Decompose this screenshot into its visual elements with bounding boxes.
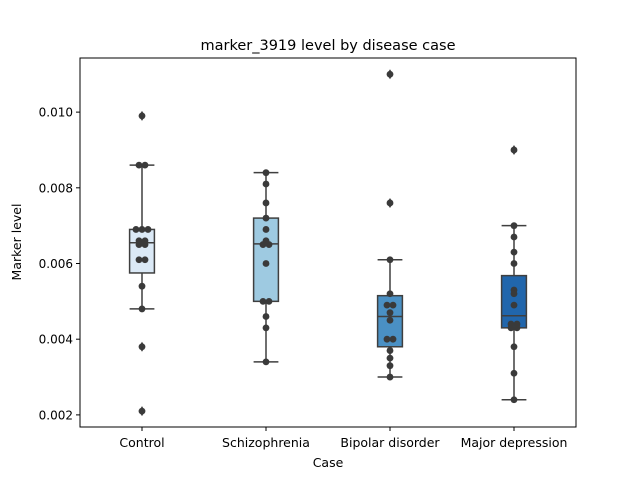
- data-point: [138, 112, 146, 120]
- data-point: [510, 248, 518, 256]
- data-point: [386, 290, 394, 298]
- data-point: [510, 233, 518, 241]
- data-point: [262, 260, 270, 267]
- box-body: [128, 228, 156, 274]
- data-point: [262, 214, 270, 222]
- y-axis: 0.002 0.004 0.006 0.008 0.010: [39, 106, 80, 422]
- data-point: [138, 343, 146, 351]
- data-point: [138, 407, 146, 415]
- data-point: [259, 241, 267, 248]
- data-point: [138, 282, 146, 290]
- data-point: [262, 324, 270, 332]
- data-point: [386, 354, 394, 362]
- data-point: [510, 146, 518, 154]
- y-tick-label: 0.004: [39, 333, 73, 347]
- data-point: [383, 301, 391, 309]
- data-point: [507, 324, 515, 332]
- data-point: [138, 305, 146, 313]
- data-point: [135, 256, 143, 264]
- data-point: [132, 226, 140, 233]
- data-point: [138, 226, 146, 233]
- x-axis: Control Schizophrenia Bipolar disorder Majo…: [119, 427, 567, 450]
- data-point: [259, 297, 267, 305]
- data-point: [386, 199, 394, 207]
- data-point: [510, 260, 518, 267]
- x-tick-label: Major depression: [461, 435, 568, 450]
- y-tick-label: 0.010: [39, 106, 73, 120]
- data-point: [386, 256, 394, 264]
- y-tick-label: 0.006: [39, 257, 73, 271]
- data-point: [510, 222, 518, 230]
- y-axis-label: Marker level: [9, 204, 24, 281]
- data-point: [510, 369, 518, 377]
- data-point: [265, 297, 273, 305]
- x-tick-label: Bipolar disorder: [340, 435, 440, 450]
- data-point: [135, 241, 143, 248]
- data-point: [510, 301, 518, 309]
- points-layer: [132, 70, 521, 415]
- data-point: [389, 301, 397, 309]
- data-point: [386, 362, 394, 370]
- data-point: [262, 180, 270, 188]
- boxes-layer: [128, 69, 528, 417]
- data-point: [386, 347, 394, 354]
- data-point: [262, 313, 270, 320]
- data-point: [510, 290, 518, 298]
- chart-title: marker_3919 level by disease case: [201, 38, 456, 54]
- data-point: [135, 161, 143, 169]
- data-point: [265, 241, 273, 248]
- plot-area-frame: [79, 57, 577, 428]
- box-group: [500, 144, 528, 401]
- data-point: [141, 241, 149, 248]
- data-point: [262, 199, 270, 207]
- data-point: [386, 316, 394, 324]
- data-point: [141, 256, 149, 264]
- data-point: [383, 335, 391, 343]
- data-point: [386, 70, 394, 78]
- data-point: [389, 335, 397, 343]
- data-point: [262, 226, 270, 233]
- y-tick-label: 0.008: [39, 181, 73, 195]
- data-point: [513, 324, 521, 332]
- x-tick-label: Control: [119, 435, 164, 450]
- x-tick-label: Schizophrenia: [222, 435, 310, 450]
- data-point: [144, 226, 152, 233]
- data-point: [262, 169, 270, 177]
- data-point: [386, 373, 394, 381]
- data-point: [141, 161, 149, 169]
- data-point: [510, 396, 518, 404]
- data-point: [386, 309, 394, 317]
- data-point: [510, 343, 518, 351]
- data-point: [262, 358, 270, 366]
- y-tick-label: 0.002: [39, 408, 73, 422]
- box-body: [500, 274, 528, 329]
- x-axis-label: Case: [313, 455, 344, 470]
